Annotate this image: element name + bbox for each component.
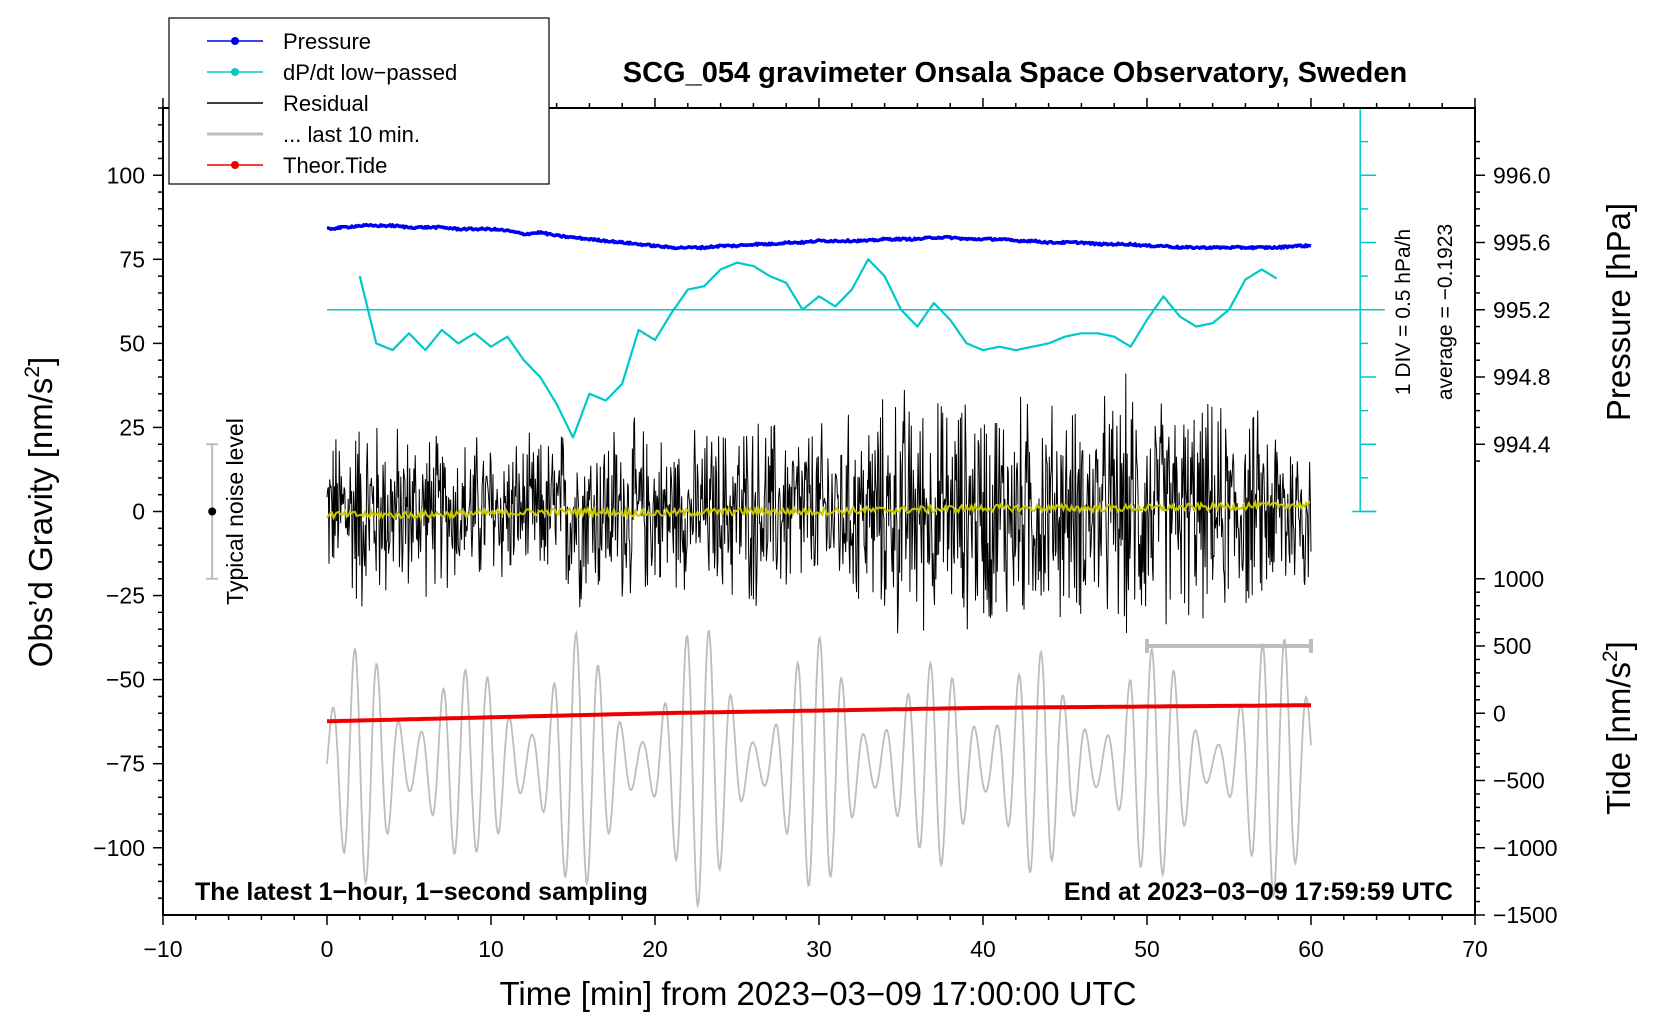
x-tick-label: 20 xyxy=(642,936,668,962)
y-tick-label: 0 xyxy=(132,499,145,525)
tide-tick-label: 500 xyxy=(1493,633,1531,659)
tide-tick-label: 1000 xyxy=(1493,566,1544,592)
tide-tick-label: −1500 xyxy=(1493,902,1558,928)
y-tick-label: −25 xyxy=(106,583,145,609)
x-tick-label: 50 xyxy=(1134,936,1160,962)
x-tick-label: 10 xyxy=(478,936,504,962)
y-tick-label: −50 xyxy=(106,667,145,693)
y-tick-label: 100 xyxy=(107,162,145,188)
footer-left: The latest 1−hour, 1−second sampling xyxy=(195,878,648,906)
footer-right: End at 2023−03−09 17:59:59 UTC xyxy=(1064,878,1453,906)
tide-tick-label: −1000 xyxy=(1493,835,1558,861)
legend-label: Theor.Tide xyxy=(283,153,387,178)
legend-item: dP/dt low−passed xyxy=(207,60,457,85)
legend-marker xyxy=(231,68,239,76)
x-tick-label: 0 xyxy=(321,936,334,962)
pressure-tick-label: 996.0 xyxy=(1493,162,1551,188)
y-axis-title-pressure: Pressure [hPa] xyxy=(1600,203,1637,421)
noise-center-dot xyxy=(208,507,217,516)
series-dpdt xyxy=(358,258,1278,439)
y-axis-title-tide: Tide [nm/s2] xyxy=(1599,641,1637,815)
pressure-tick-label: 994.4 xyxy=(1493,431,1551,457)
dpdt-average-label: average = −0.1923 xyxy=(1434,224,1457,400)
y-tick-label: 25 xyxy=(119,414,145,440)
series-residual-smoothed xyxy=(326,498,1311,522)
y-axis-title-left: Obs’d Gravity [nm/s2] xyxy=(21,357,59,668)
x-axis-title: Time [min] from 2023−03−09 17:00:00 UTC xyxy=(499,975,1136,1012)
legend-box xyxy=(168,17,550,185)
legend-label: dP/dt low−passed xyxy=(283,60,457,85)
legend-item: Residual xyxy=(207,91,369,116)
x-tick-label: 60 xyxy=(1298,936,1324,962)
pressure-tick-label: 995.2 xyxy=(1493,297,1551,323)
x-tick-label: 30 xyxy=(806,936,832,962)
legend-marker xyxy=(231,37,239,45)
legend-item: Theor.Tide xyxy=(207,153,387,178)
dpdt-scale-label: 1 DIV = 0.5 hPa/h xyxy=(1392,229,1415,395)
pressure-tick-label: 995.6 xyxy=(1493,230,1551,256)
legend-item: Pressure xyxy=(207,29,371,54)
y-tick-label: 75 xyxy=(119,246,145,272)
x-tick-label: −10 xyxy=(143,936,182,962)
legend-label: Residual xyxy=(283,91,369,116)
series-pressure xyxy=(326,222,1312,251)
legend-label: ... last 10 min. xyxy=(283,122,420,147)
y-tick-label: 50 xyxy=(119,330,145,356)
pressure-tick-label: 994.8 xyxy=(1493,364,1551,390)
chart-title: SCG_054 gravimeter Onsala Space Observat… xyxy=(623,57,1407,89)
x-tick-label: 70 xyxy=(1462,936,1488,962)
noise-label: Typical noise level xyxy=(222,418,248,605)
x-tick-label: 40 xyxy=(970,936,996,962)
y-tick-label: −75 xyxy=(106,751,145,777)
legend-item: ... last 10 min. xyxy=(207,122,420,147)
tide-tick-label: 0 xyxy=(1493,700,1506,726)
tide-tick-label: −500 xyxy=(1493,768,1545,794)
legend-label: Pressure xyxy=(283,29,371,54)
series-theor-tide xyxy=(326,703,1311,724)
y-tick-label: −100 xyxy=(93,835,145,861)
legend-marker xyxy=(231,161,239,169)
